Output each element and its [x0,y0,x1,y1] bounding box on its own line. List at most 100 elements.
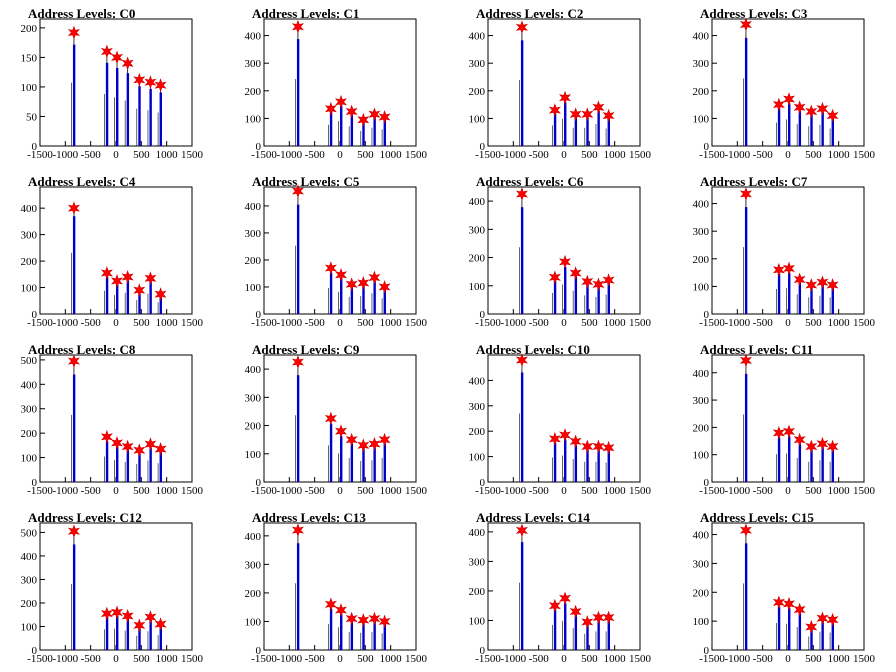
peak-marker [324,411,337,426]
histogram-bar [798,110,802,146]
histogram-bar [159,626,162,650]
plot-frame [711,186,865,315]
y-tick-label: 300 [693,226,710,238]
histogram-panel: Address Levels: C14 0 100 200 300 400 -1500 -10… [448,504,672,672]
peak-marker [772,97,785,112]
x-tick-label: -1000 [276,653,302,665]
peak-marker [805,439,818,454]
x-tick-label: 1000 [156,485,179,497]
x-tick-label: -1500 [475,485,501,497]
x-tick-label: 0 [785,149,791,161]
x-tick-label: -1500 [251,317,277,329]
peak-marker [592,277,605,292]
y-tick-label: 200 [693,254,710,266]
x-tick-label: -1500 [251,149,277,161]
y-tick-label: 300 [469,556,486,568]
histogram-bar [821,284,824,314]
histogram-plot: 0 100 200 300 400 -1500 -1000 -500 0 500 1000 1500 [245,184,428,329]
y-tick-label: 200 [245,421,262,433]
x-tick-label: 500 [133,149,150,161]
y-tick-label: 100 [693,450,710,462]
y-tick-label: 400 [469,375,486,387]
peak-marker [805,104,818,119]
histogram-bar [744,37,748,146]
plot-frame [39,522,193,651]
y-tick-label: 0 [256,477,262,489]
peak-marker [121,608,134,623]
x-tick-label: 500 [133,653,150,665]
y-tick-label: 100 [693,616,710,628]
histogram-panel: Address Levels: C2 0 100 200 300 400 -1500 -100… [448,0,672,168]
peak-marker [783,261,796,276]
y-tick-label: 100 [469,452,486,464]
x-tick-label: -1500 [27,653,53,665]
x-tick-label: 1000 [156,317,179,329]
peak-marker [602,108,615,123]
peak-marker [569,604,582,619]
peak-marker [816,275,829,290]
x-tick-label: 1000 [604,485,627,497]
y-tick-label: 400 [245,364,262,376]
histogram-bar [597,620,600,650]
histogram-bar [788,608,791,650]
peak-marker [324,101,337,116]
peak-marker [291,355,304,369]
x-tick-label: 0 [337,485,343,497]
x-tick-label: -1000 [52,485,78,497]
x-tick-label: 0 [561,653,567,665]
peak-marker [154,78,167,93]
peak-marker [378,280,391,294]
x-tick-label: -500 [529,317,550,329]
plot-frame [487,186,641,315]
histogram-bar [72,44,76,147]
histogram-bar [296,204,300,314]
plot-frame [263,354,417,483]
y-tick-label: 0 [32,477,38,489]
peak-marker [357,613,370,627]
peak-marker [357,112,370,127]
x-tick-label: 1000 [380,653,403,665]
histogram-bar [788,103,791,146]
histogram-bar [821,620,824,650]
peak-marker [816,611,829,626]
peak-marker [121,439,134,454]
histogram-bar [744,373,748,482]
y-tick-label: 0 [32,141,38,153]
histogram-bar [597,110,600,146]
x-tick-label: -1000 [724,149,750,161]
x-tick-label: 0 [561,317,567,329]
y-tick-label: 300 [21,574,38,586]
y-tick-label: 300 [245,559,262,571]
x-tick-label: 1000 [604,653,627,665]
histogram-bar [586,624,589,650]
peak-marker [67,25,80,40]
peak-marker [515,353,528,367]
histogram-plot: 0 100 200 300 400 -1500 -1000 -500 0 500 1000 1500 [469,353,652,497]
histogram-bar [574,116,578,146]
peak-marker [772,595,785,610]
peak-marker [559,591,572,606]
x-tick-label: -1000 [500,653,526,665]
x-tick-label: -500 [753,317,774,329]
histogram-bar [105,62,109,146]
histogram-plot: 0 100 200 300 400 -1500 -1000 -500 0 500 1000 1500 [693,353,876,497]
histogram-panel: Address Levels: C13 0 100 200 300 400 -1500 -10… [224,504,448,672]
y-tick-label: 200 [469,586,486,598]
histogram-bar [597,449,600,482]
histogram-bar [373,280,376,314]
peak-marker [121,56,134,71]
panel-title: Address Levels: C0 [28,6,136,21]
x-tick-label: -1500 [475,653,501,665]
peak-marker [154,617,167,632]
peak-marker [739,17,752,32]
x-tick-label: 1500 [181,149,204,161]
y-tick-label: 300 [245,392,262,404]
histogram-plot: 0 100 200 300 400 -1500 -1000 -500 0 500 1000 1500 [693,17,876,161]
x-tick-label: -500 [753,653,774,665]
y-tick-label: 100 [245,616,262,628]
peak-marker [826,439,839,454]
y-tick-label: 0 [480,141,486,153]
y-tick-label: 0 [256,141,262,153]
histogram-panel: Address Levels: C1 0 100 200 300 400 -1500 -100… [224,0,448,168]
